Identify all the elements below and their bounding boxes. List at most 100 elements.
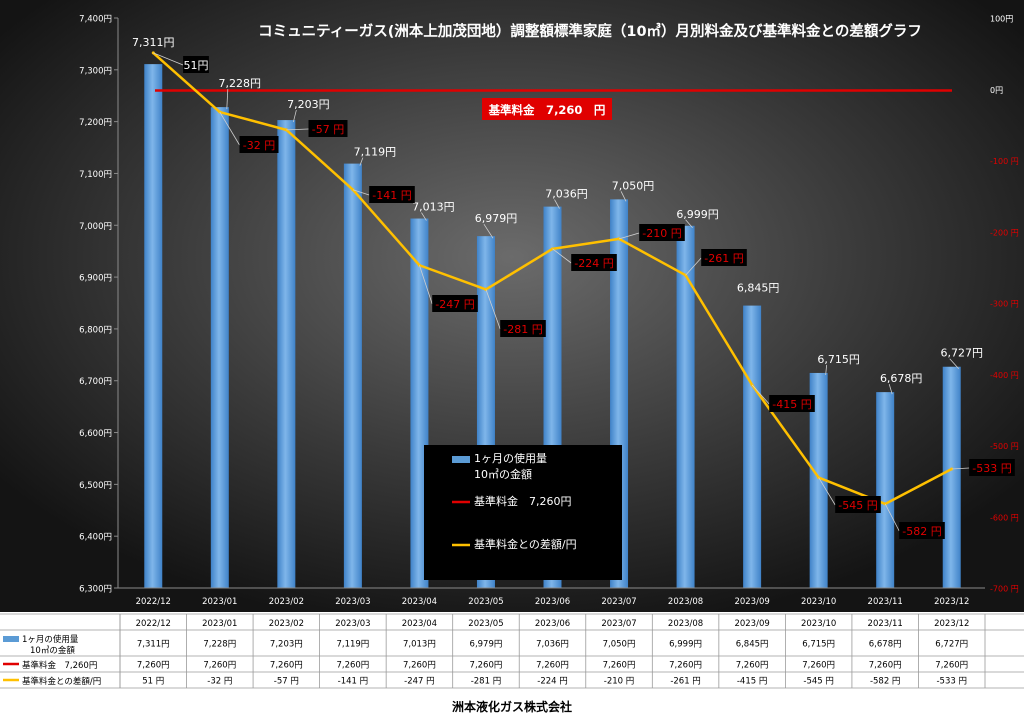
table-cell: -210 円: [604, 677, 635, 687]
difference-value-label: -261 円: [704, 252, 743, 265]
table-cell: 7,260円: [203, 661, 236, 671]
table-cell: -32 円: [207, 677, 232, 687]
x-tick-label: 2023/08: [668, 597, 703, 607]
table-cell: 6,979円: [470, 640, 503, 650]
table-cell: -224 円: [537, 677, 568, 687]
table-cell: 7,013円: [403, 640, 436, 650]
bar: [410, 218, 429, 588]
base-fee-badge: 基準料金 7,260 円: [482, 98, 612, 120]
table-cell: 7,119円: [336, 640, 369, 650]
bar-label-leader: [620, 191, 627, 202]
bar: [277, 120, 296, 588]
difference-label-leader: [352, 189, 370, 196]
bar-label-leader: [685, 219, 693, 229]
difference-label-leader: [485, 289, 501, 330]
x-tick-label: 2023/05: [468, 597, 503, 607]
difference-label-leader: [685, 257, 702, 276]
table-row-label: 1ヶ月の使用量: [22, 634, 79, 645]
left-tick-label: 6,700円: [79, 377, 112, 387]
difference-value-label: 51円: [184, 59, 209, 72]
table-header-cell: 2023/07: [601, 619, 636, 629]
difference-label-box: [308, 120, 348, 137]
left-tick-label: 6,400円: [79, 533, 112, 543]
difference-label-box: [835, 496, 881, 513]
bar-data-labels: 7,311円 7,228円 7,203円 7,119円 7,013円 6,979円 7,03…: [132, 36, 983, 395]
table-cell: 6,727円: [935, 640, 968, 650]
table-header-cell: 2023/09: [734, 619, 769, 629]
x-tick-label: 2023/10: [801, 597, 836, 607]
table-cell: 7,260円: [669, 661, 702, 671]
bar-value-label: 7,050円: [612, 179, 655, 192]
bar-label-leader: [554, 199, 560, 209]
table-cell: -545 円: [803, 677, 834, 687]
difference-label-leader: [751, 384, 770, 405]
left-tick-label: 6,900円: [79, 274, 112, 284]
difference-label-box: [639, 224, 685, 241]
bar-label-leader: [292, 109, 297, 123]
right-tick-label: -500 円: [990, 442, 1019, 451]
left-tick-label: 6,800円: [79, 325, 112, 335]
table-cell: 7,260円: [137, 661, 170, 671]
difference-value-label: -224 円: [574, 257, 613, 270]
bar-value-label: 6,999円: [676, 208, 719, 221]
x-tick-label: 2023/04: [402, 597, 437, 607]
bar: [809, 372, 828, 588]
table-cell: 7,260円: [802, 661, 835, 671]
difference-label-box: [239, 136, 279, 153]
difference-label-leader: [884, 503, 900, 532]
bar: [876, 392, 895, 588]
table-header-cell: 2022/12: [136, 619, 171, 629]
table-cell: 7,050円: [603, 640, 636, 650]
left-axis: 6,300円 6,400円 6,500円 6,600円 6,700円 6,800円 6,90…: [79, 15, 119, 595]
x-tick-label: 2023/09: [734, 597, 769, 607]
difference-label-leader: [219, 111, 240, 146]
bar-label-leader: [888, 384, 893, 395]
x-tick-label: 2023/06: [535, 597, 570, 607]
base-fee-badge-box: [482, 98, 612, 120]
right-tick-label: -300 円: [990, 300, 1019, 309]
table-row-label: 10㎥の金額: [30, 645, 75, 656]
bar: [743, 305, 762, 588]
left-tick-label: 6,600円: [79, 429, 112, 439]
bar: [676, 225, 695, 589]
data-table: 2022/12 2023/01 2023/02 2023/03 2023/04 2023/…: [0, 613, 1024, 689]
legend-label: 1ヶ月の使用量: [474, 452, 547, 465]
difference-value-label: -281 円: [503, 323, 542, 336]
bar-label-leader: [226, 89, 229, 110]
table-cell: 7,260円: [470, 661, 503, 671]
table-cell: 7,260円: [603, 661, 636, 671]
table-header-cell: 2023/05: [468, 619, 503, 629]
bar-value-label: 7,203円: [287, 98, 330, 111]
bar-label-leader: [825, 364, 828, 375]
x-tick-label: 2023/02: [269, 597, 304, 607]
bar: [144, 64, 163, 589]
difference-label-leader: [286, 128, 309, 131]
legend-label: 基準料金 7,260円: [474, 494, 572, 508]
x-tick-label: 2023/07: [601, 597, 636, 607]
left-tick-label: 7,000円: [79, 222, 112, 232]
difference-value-label: -415 円: [772, 398, 811, 411]
table-cell: 6,845円: [736, 640, 769, 650]
bar-value-label: 7,228円: [219, 77, 262, 90]
left-tick-label: 7,200円: [79, 118, 112, 128]
difference-label-leader: [552, 248, 572, 264]
base-fee-badge-text: 基準料金 7,260 円: [488, 103, 606, 117]
table-cell: 51 円: [142, 677, 164, 687]
table-cell: 6,999円: [669, 640, 702, 650]
table-header-cell: 2023/11: [868, 619, 903, 629]
table-cell: 7,228円: [203, 640, 236, 650]
table-cell: 7,311円: [137, 640, 170, 650]
left-tick-label: 6,300円: [79, 585, 112, 595]
table-background: [0, 612, 1024, 698]
table-row-label: 基準料金との差額/円: [22, 676, 101, 687]
table-cell: -533 円: [936, 677, 967, 687]
bar: [343, 163, 362, 589]
difference-value-label: -57 円: [312, 123, 344, 136]
difference-label-leader: [618, 232, 640, 240]
table-header-cell: 2023/10: [801, 619, 836, 629]
bar-value-label: 6,979円: [475, 212, 518, 225]
chart-canvas: コミュニティーガス(洲本上加茂団地）調整額標準家庭（10㎥）月別料金及び基準料金…: [0, 0, 1024, 698]
difference-label-leader: [951, 467, 970, 470]
